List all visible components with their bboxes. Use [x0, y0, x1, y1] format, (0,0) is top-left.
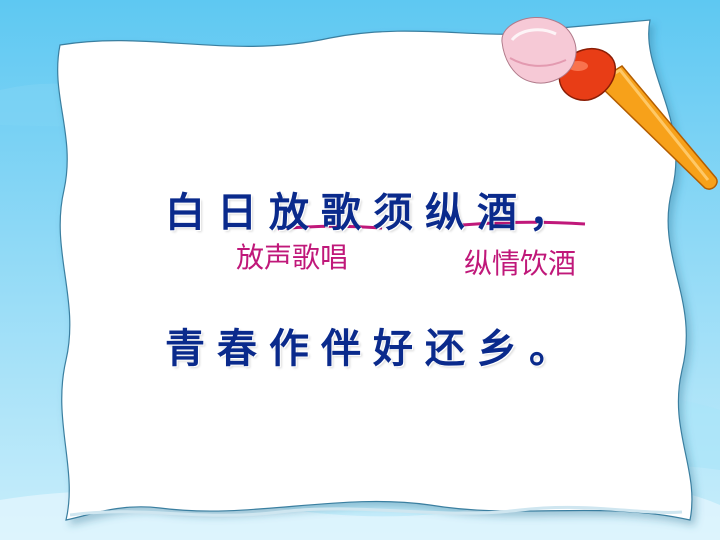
underline-fang-ge: [277, 224, 383, 231]
annotation-fang-ge: 放声歌唱: [236, 241, 349, 274]
poem-line-1: 白日放歌须纵酒，: [165, 189, 581, 236]
annotation-zong-jiu: 纵情饮酒: [464, 247, 577, 280]
poem-line-2: 青春作伴好还乡。: [165, 325, 581, 372]
underline-zong-jiu: [461, 220, 586, 227]
